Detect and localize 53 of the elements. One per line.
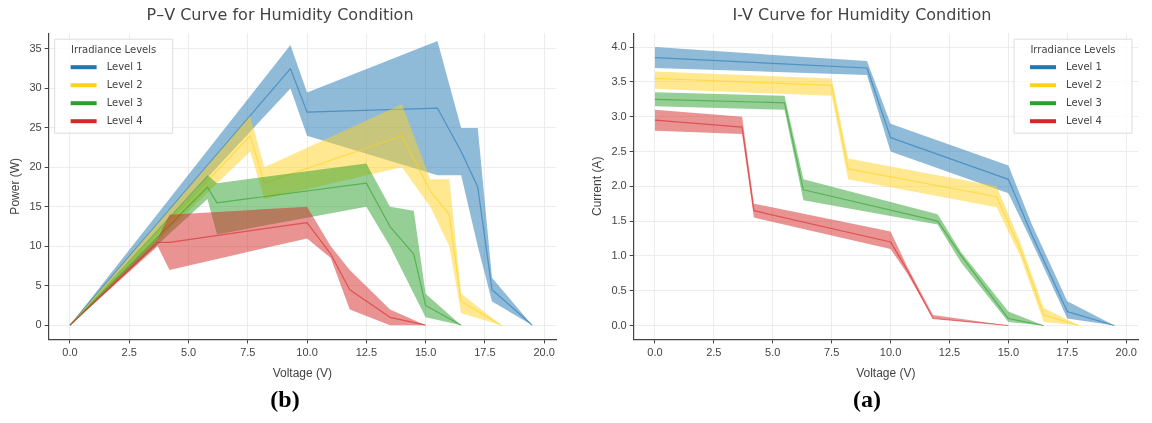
legend-label: Level 1 [1066, 60, 1102, 72]
y-tick-label: 25 [29, 120, 42, 133]
text: (b) [270, 385, 300, 413]
x-tick-label: 20.0 [533, 346, 555, 359]
x-tick-label: 7.5 [824, 346, 840, 359]
legend-label: Level 4 [106, 114, 143, 126]
x-axis-title: Voltage (V) [856, 366, 916, 381]
y-tick-label: 0.5 [611, 283, 627, 296]
y-tick-label: 0 [35, 318, 42, 331]
x-tick-label: 15.0 [997, 346, 1020, 359]
y-tick-label: 2.0 [611, 179, 627, 192]
legend-label: Level 3 [106, 96, 143, 108]
y-axis-title: Power (W) [7, 157, 22, 215]
x-tick-label: 12.5 [355, 346, 378, 359]
y-tick-label: 15 [29, 199, 42, 212]
x-tick-label: 17.5 [474, 346, 496, 359]
x-tick-label: 10.0 [296, 346, 318, 359]
y-tick-label: 0.0 [611, 318, 627, 331]
y-tick-label: 3.5 [611, 74, 627, 87]
y-tick-label: 20 [29, 160, 42, 173]
x-tick-label: 5.0 [180, 346, 197, 359]
legend-label: Level 1 [106, 60, 143, 72]
y-axis-title: Current (A) [589, 156, 604, 216]
y-tick-label: 30 [29, 81, 42, 94]
legend-label: Level 3 [1066, 96, 1102, 108]
x-tick-label: 2.5 [121, 346, 137, 359]
y-tick-label: 1.5 [611, 214, 627, 227]
y-tick-label: 4.0 [611, 40, 627, 53]
text: (a) [853, 385, 881, 413]
x-tick-label: 20.0 [1115, 346, 1137, 359]
chart-title: I-V Curve for Humidity Condition [732, 4, 992, 24]
x-tick-label: 0.0 [647, 346, 663, 359]
x-tick-label: 15.0 [414, 346, 437, 359]
x-axis-title: Voltage (V) [272, 366, 333, 381]
x-tick-label: 17.5 [1056, 346, 1079, 359]
x-tick-label: 2.5 [706, 346, 722, 359]
y-tick-label: 35 [29, 42, 42, 55]
x-tick-label: 12.5 [938, 346, 961, 359]
y-tick-label: 3.0 [611, 109, 627, 122]
legend-label: Level 2 [106, 78, 143, 90]
x-tick-label: 7.5 [240, 346, 256, 359]
legend-label: Level 4 [1066, 114, 1102, 126]
y-tick-label: 2.5 [611, 144, 627, 157]
x-tick-label: 0.0 [62, 346, 78, 359]
y-tick-label: 5 [35, 278, 42, 291]
y-tick-label: 1.0 [611, 248, 627, 261]
legend-label: Level 2 [1066, 78, 1102, 90]
x-tick-label: 5.0 [765, 346, 781, 359]
chart-title: P–V Curve for Humidity Condition [146, 4, 414, 24]
legend-title: Irradiance Levels [1030, 43, 1116, 55]
y-tick-label: 10 [29, 239, 42, 252]
legend-title: Irradiance Levels [71, 43, 157, 55]
x-tick-label: 10.0 [879, 346, 902, 359]
